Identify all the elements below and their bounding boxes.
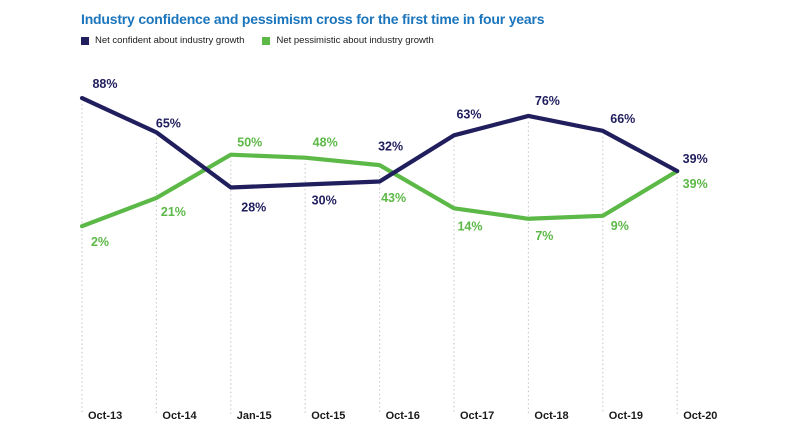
data-label-pessimistic: 14% [457, 219, 482, 233]
x-axis-label: Oct-13 [88, 410, 122, 422]
data-label-pessimistic: 39% [683, 177, 708, 191]
data-label-confident: 39% [683, 152, 708, 166]
data-label-pessimistic: 2% [91, 235, 109, 249]
legend-item-pessimistic: Net pessimistic about industry growth [262, 35, 434, 46]
data-label-confident: 88% [92, 77, 117, 91]
x-axis-label: Oct-19 [609, 410, 643, 422]
legend: Net confident about industry growth Net … [81, 35, 434, 46]
x-axis-label: Jan-15 [237, 410, 272, 422]
x-axis-label: Oct-16 [386, 410, 420, 422]
x-axis-label: Oct-15 [311, 410, 345, 422]
legend-swatch-pessimistic [262, 36, 271, 45]
data-label-confident: 66% [610, 112, 635, 126]
x-axis-label: Oct-18 [534, 410, 568, 422]
data-label-pessimistic: 9% [611, 219, 629, 233]
data-label-confident: 63% [456, 107, 481, 121]
data-label-confident: 30% [312, 194, 337, 208]
x-axis-label: Oct-20 [683, 410, 717, 422]
data-label-pessimistic: 48% [313, 136, 338, 150]
data-label-confident: 28% [241, 200, 266, 214]
chart-title: Industry confidence and pessimism cross … [81, 11, 545, 27]
data-label-confident: 65% [156, 116, 181, 130]
data-label-pessimistic: 7% [535, 229, 553, 243]
legend-label-pessimistic: Net pessimistic about industry growth [276, 35, 434, 46]
series-line-pessimistic [79, 152, 680, 229]
legend-label-confident: Net confident about industry growth [95, 35, 245, 46]
data-label-confident: 76% [535, 94, 560, 108]
data-label-confident: 32% [378, 140, 403, 154]
x-axis-label: Oct-17 [460, 410, 494, 422]
x-axis-label: Oct-14 [162, 410, 197, 422]
series-line-confident [79, 95, 680, 190]
data-label-pessimistic: 50% [237, 136, 262, 150]
data-label-pessimistic: 43% [381, 191, 406, 205]
legend-item-confident: Net confident about industry growth [81, 35, 244, 46]
legend-swatch-confident [81, 36, 89, 45]
data-label-pessimistic: 21% [161, 205, 186, 219]
